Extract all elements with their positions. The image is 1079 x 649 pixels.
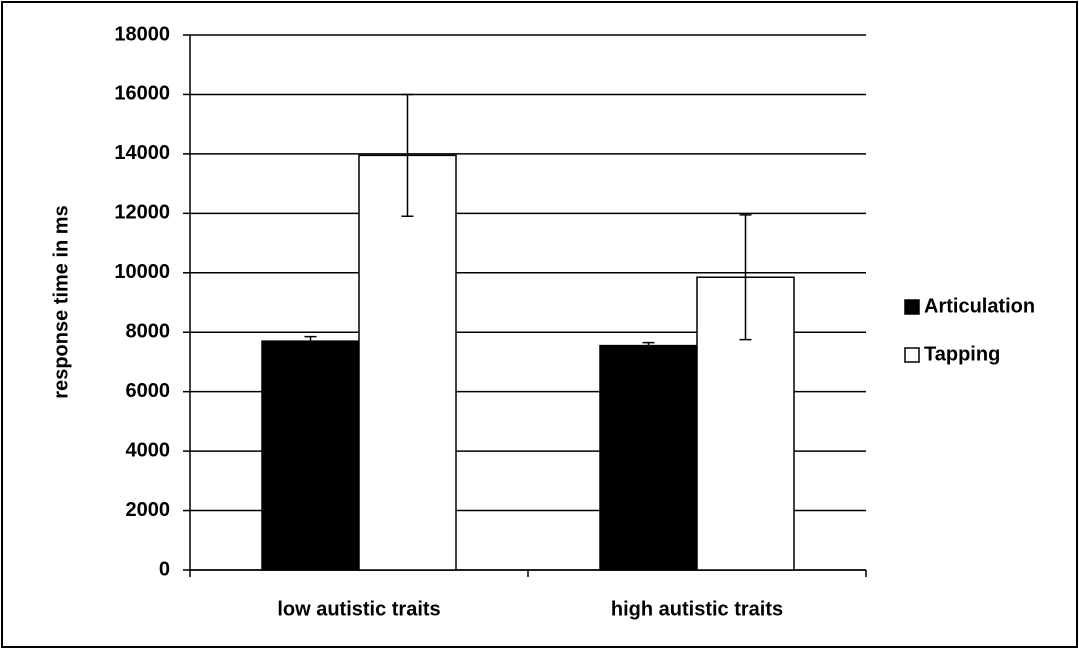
legend-label: Articulation xyxy=(924,295,1035,317)
bar xyxy=(599,344,698,571)
legend-label: Tapping xyxy=(924,343,1000,365)
y-tick-label: 6000 xyxy=(126,380,171,402)
y-tick-label: 8000 xyxy=(126,321,171,343)
legend-swatch xyxy=(904,347,920,363)
y-tick-label: 2000 xyxy=(126,499,171,521)
y-tick-label: 0 xyxy=(159,558,170,580)
y-tick-label: 4000 xyxy=(126,439,171,461)
y-tick-label: 14000 xyxy=(114,142,170,164)
y-axis-label: response time in ms xyxy=(50,205,72,398)
error-bar xyxy=(739,214,752,341)
x-tick-label: low autistic traits xyxy=(277,598,440,620)
x-tick-label: high autistic traits xyxy=(611,598,783,620)
legend-swatch xyxy=(904,299,920,315)
error-bar xyxy=(304,335,317,347)
y-tick-label: 18000 xyxy=(114,23,170,45)
bar xyxy=(261,340,360,571)
y-tick-label: 12000 xyxy=(114,202,170,224)
y-tick-label: 16000 xyxy=(114,83,170,105)
error-bar xyxy=(642,341,655,350)
y-tick-label: 10000 xyxy=(114,261,170,283)
error-bar xyxy=(401,93,414,218)
bar xyxy=(358,154,457,571)
